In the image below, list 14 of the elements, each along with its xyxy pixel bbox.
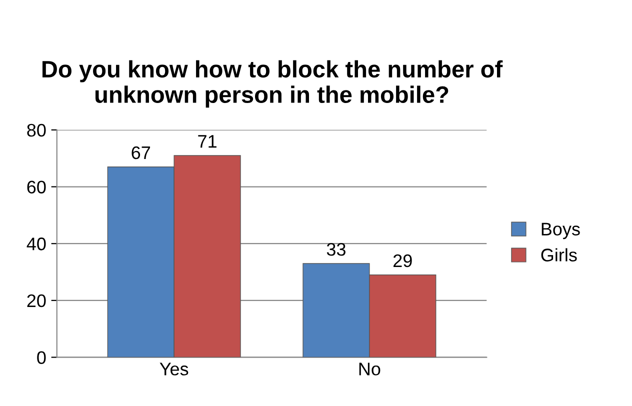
chart-title: Do you know how to block the number of unknown person in the mobile? bbox=[42, 60, 503, 108]
legend-label: Girls bbox=[541, 248, 577, 262]
data-label: 67 bbox=[132, 146, 150, 160]
data-label: 71 bbox=[198, 135, 216, 148]
y-tick-label: 60 bbox=[27, 180, 46, 194]
legend-label: Boys bbox=[542, 222, 580, 240]
data-label: 29 bbox=[394, 254, 412, 268]
y-tick-label: 40 bbox=[26, 238, 46, 250]
y-tick-label: 0 bbox=[37, 351, 46, 364]
y-tick-label: 20 bbox=[27, 294, 46, 308]
y-tick-label: 80 bbox=[27, 124, 46, 137]
x-tick-label: No bbox=[359, 362, 380, 376]
x-tick-label: Yes bbox=[160, 362, 188, 376]
data-label: 33 bbox=[326, 242, 346, 256]
